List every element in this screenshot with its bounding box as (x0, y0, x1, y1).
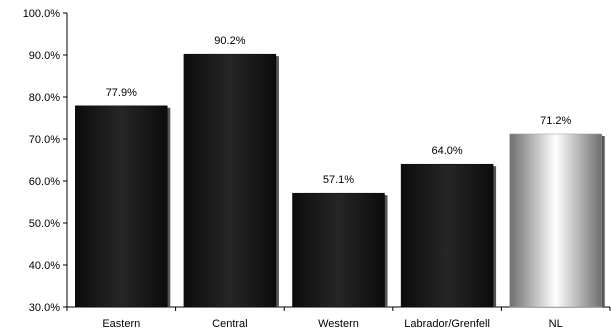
y-tick-label: 40.0% (29, 260, 60, 272)
x-tick-label: Western (318, 318, 359, 330)
y-tick-label: 60.0% (29, 176, 60, 188)
bar-labrador-grenfell (400, 163, 494, 308)
y-tick-label: 30.0% (29, 302, 60, 314)
bars (75, 53, 605, 308)
y-tick-label: 70.0% (29, 134, 60, 146)
x-tick-label: NL (549, 318, 563, 330)
x-tick-label: Labrador/Grenfell (404, 318, 490, 330)
bar-central (183, 53, 277, 308)
labels: 77.9% Eastern 90.2% Central 57.1% Western 64.0… (102, 35, 571, 330)
data-label: 57.1% (323, 174, 354, 186)
x-tick-label: Eastern (102, 318, 140, 330)
bar-western (292, 192, 385, 308)
data-label: 71.2% (540, 115, 571, 127)
bar-nl (509, 133, 602, 308)
data-label: 77.9% (106, 87, 137, 99)
y-tick-label: 90.0% (29, 50, 60, 62)
data-label: 64.0% (431, 145, 462, 157)
y-tick-label: 80.0% (29, 92, 60, 104)
bar-eastern (75, 105, 168, 308)
y-tick-label: 100.0% (23, 8, 61, 20)
x-tick-label: Central (212, 318, 247, 330)
data-label: 90.2% (214, 35, 245, 47)
y-tick-label: 50.0% (29, 218, 60, 230)
